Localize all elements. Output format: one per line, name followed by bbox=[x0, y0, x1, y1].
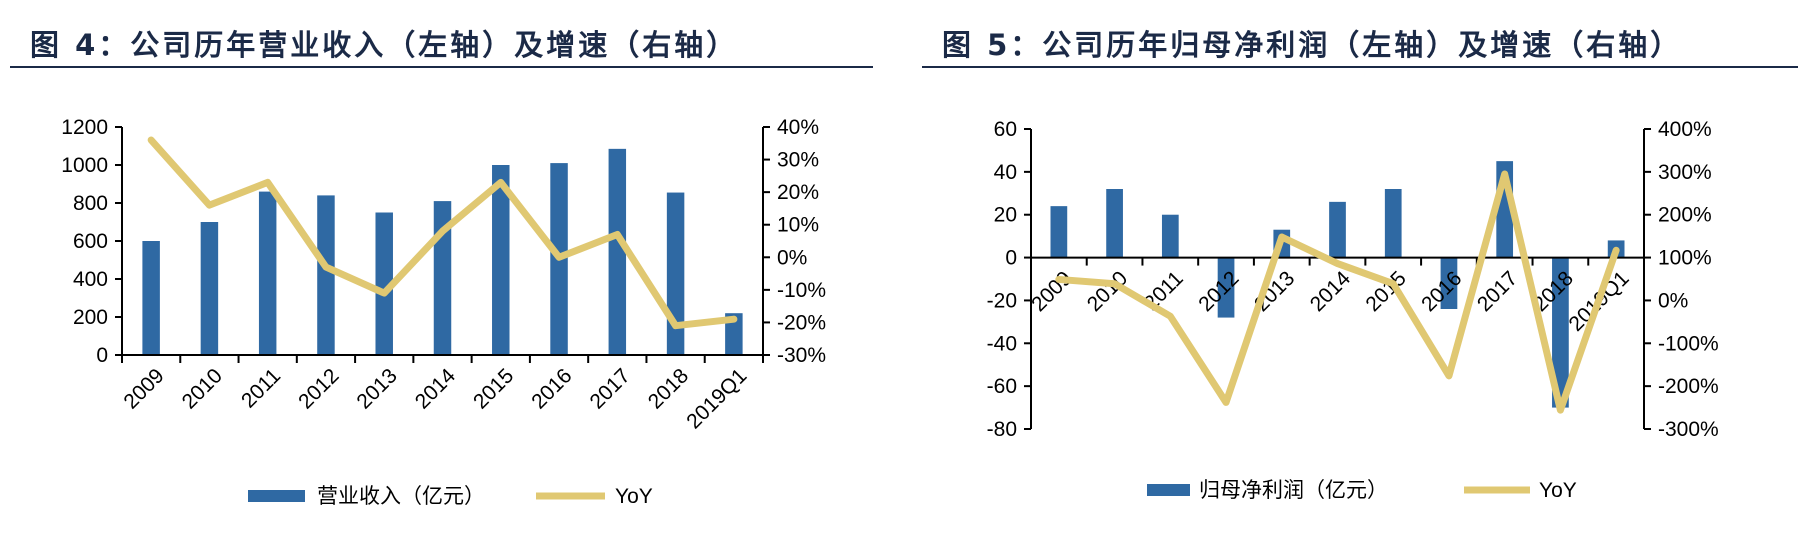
left-tick-label: -40 bbox=[987, 332, 1017, 355]
bar-2018 bbox=[1552, 257, 1569, 408]
right-tick-label: 200% bbox=[1658, 204, 1712, 227]
right-tick-label: 0% bbox=[777, 246, 807, 269]
left-tick-label: 400 bbox=[73, 268, 108, 291]
legend-line-label: YoY bbox=[615, 485, 653, 508]
right-tick-label: 20% bbox=[777, 181, 819, 204]
left-tick-label: 0 bbox=[96, 344, 108, 367]
right-tick-label: 300% bbox=[1658, 161, 1712, 184]
x-tick-label: 2016 bbox=[527, 364, 576, 413]
x-tick-label: 2019Q1 bbox=[682, 364, 751, 433]
x-tick-label: 2012 bbox=[294, 364, 343, 413]
left-tick-label: 20 bbox=[994, 204, 1017, 227]
chart-1-title: 图 4：公司历年营业收入（左轴）及增速（右轴） bbox=[30, 28, 739, 62]
bar-2011 bbox=[1161, 214, 1179, 258]
left-tick-label: 1000 bbox=[61, 154, 108, 177]
chart-1-title-rule bbox=[10, 66, 873, 68]
left-tick-label: 40 bbox=[994, 161, 1017, 184]
bar-2010 bbox=[200, 222, 219, 355]
right-tick-label: 100% bbox=[1658, 247, 1712, 270]
chart-2-title-rule bbox=[922, 66, 1798, 68]
bar-2009 bbox=[1050, 206, 1068, 258]
left-tick-label: -60 bbox=[987, 375, 1017, 398]
bar-2011 bbox=[258, 191, 277, 355]
right-tick-label: -100% bbox=[1658, 332, 1719, 355]
bar-2012 bbox=[1217, 257, 1235, 318]
x-tick-label: 2011 bbox=[1140, 267, 1188, 315]
legend-bar-swatch bbox=[248, 490, 305, 502]
x-tick-label: 2011 bbox=[237, 364, 285, 412]
x-tick-label: 2009 bbox=[1027, 267, 1076, 316]
left-tick-label: 600 bbox=[73, 230, 108, 253]
bar-2009 bbox=[142, 241, 160, 355]
right-tick-label: 30% bbox=[777, 149, 819, 172]
left-tick-label: 0 bbox=[1005, 247, 1017, 270]
right-tick-label: 0% bbox=[1658, 289, 1688, 312]
bar-2012 bbox=[317, 195, 335, 355]
legend-bar-label: 营业收入（亿元） bbox=[317, 485, 485, 508]
x-tick-label: 2013 bbox=[352, 364, 401, 413]
right-tick-label: -300% bbox=[1658, 418, 1719, 441]
left-tick-label: 60 bbox=[994, 118, 1017, 141]
right-tick-label: 400% bbox=[1658, 118, 1712, 141]
bar-2013 bbox=[375, 212, 393, 355]
x-tick-label: 2014 bbox=[1306, 267, 1356, 317]
left-tick-label: 1200 bbox=[61, 116, 108, 139]
right-tick-label: -10% bbox=[777, 279, 826, 302]
left-tick-label: -80 bbox=[987, 418, 1017, 441]
x-tick-label: 2014 bbox=[411, 364, 461, 414]
legend-bar-swatch bbox=[1147, 484, 1190, 496]
x-tick-label: 2017 bbox=[586, 364, 635, 413]
right-tick-label: -30% bbox=[777, 344, 826, 367]
legend-line-label: YoY bbox=[1539, 479, 1577, 502]
x-tick-label: 2015 bbox=[469, 364, 518, 413]
right-tick-label: 10% bbox=[777, 214, 819, 237]
bar-2019Q1 bbox=[725, 313, 743, 355]
right-tick-label: 40% bbox=[777, 116, 819, 139]
left-tick-label: 200 bbox=[73, 306, 108, 329]
left-tick-label: -20 bbox=[987, 289, 1017, 312]
bar-2010 bbox=[1106, 189, 1123, 258]
bar-2015 bbox=[492, 165, 510, 355]
left-tick-label: 800 bbox=[73, 192, 108, 215]
right-tick-label: -200% bbox=[1658, 375, 1719, 398]
bar-2015 bbox=[1384, 189, 1402, 258]
bar-2016 bbox=[1440, 257, 1458, 309]
bar-2018 bbox=[666, 192, 685, 355]
x-tick-label: 2010 bbox=[178, 364, 227, 413]
x-tick-label: 2018 bbox=[644, 364, 693, 413]
right-tick-label: -20% bbox=[777, 311, 826, 334]
bar-2017 bbox=[608, 148, 627, 355]
x-tick-label: 2009 bbox=[119, 364, 168, 413]
chart-2-title: 图 5：公司历年归母净利润（左轴）及增速（右轴） bbox=[942, 28, 1683, 62]
legend-bar-label: 归母净利润（亿元） bbox=[1199, 479, 1388, 502]
bar-2014 bbox=[1329, 201, 1346, 258]
